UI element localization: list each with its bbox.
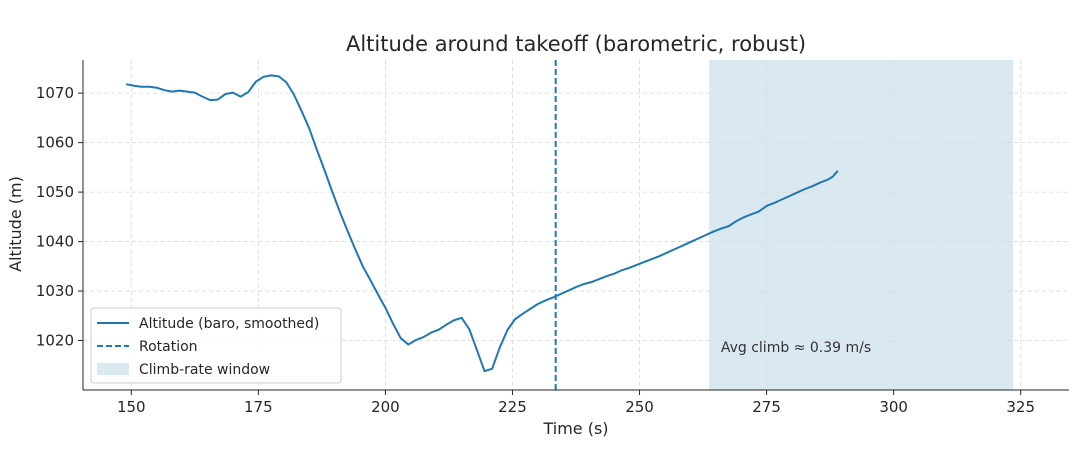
x-tick-label: 225 [498, 398, 527, 416]
x-axis-label: Time (s) [542, 419, 608, 438]
climb-rate-window [709, 60, 1014, 390]
altitude-series-line [126, 74, 839, 373]
y-tick-label: 1030 [36, 282, 74, 300]
legend: Altitude (baro, smoothed) Rotation Climb-r… [90, 307, 342, 384]
plot-area: 150 175 200 225 250 275 300 325 1020 1030 1040 1050… [36, 60, 1069, 416]
legend-box [90, 307, 342, 384]
x-tick-label: 275 [752, 398, 781, 416]
y-axis-label: Altitude (m) [6, 176, 25, 272]
x-tick-label: 150 [117, 398, 146, 416]
legend-label: Climb-rate window [139, 362, 270, 378]
y-tick-label: 1060 [36, 134, 74, 152]
x-tick-label: 175 [244, 398, 273, 416]
x-tick-label: 300 [879, 398, 908, 416]
y-tick-label: 1040 [36, 233, 74, 251]
legend-label: Altitude (baro, smoothed) [139, 316, 319, 332]
y-tick-label: 1070 [36, 84, 74, 102]
legend-swatch-window [97, 363, 129, 375]
chart-title: Altitude around takeoff (barometric, rob… [346, 32, 806, 56]
x-tick-label: 200 [371, 398, 400, 416]
legend-label: Rotation [139, 339, 198, 355]
y-tick-label: 1050 [36, 183, 74, 201]
climb-annotation: Avg climb ≈ 0.39 m/s [721, 340, 871, 356]
x-tick-label: 325 [1006, 398, 1035, 416]
x-tick-label: 250 [625, 398, 654, 416]
y-tick-label: 1020 [36, 332, 74, 350]
